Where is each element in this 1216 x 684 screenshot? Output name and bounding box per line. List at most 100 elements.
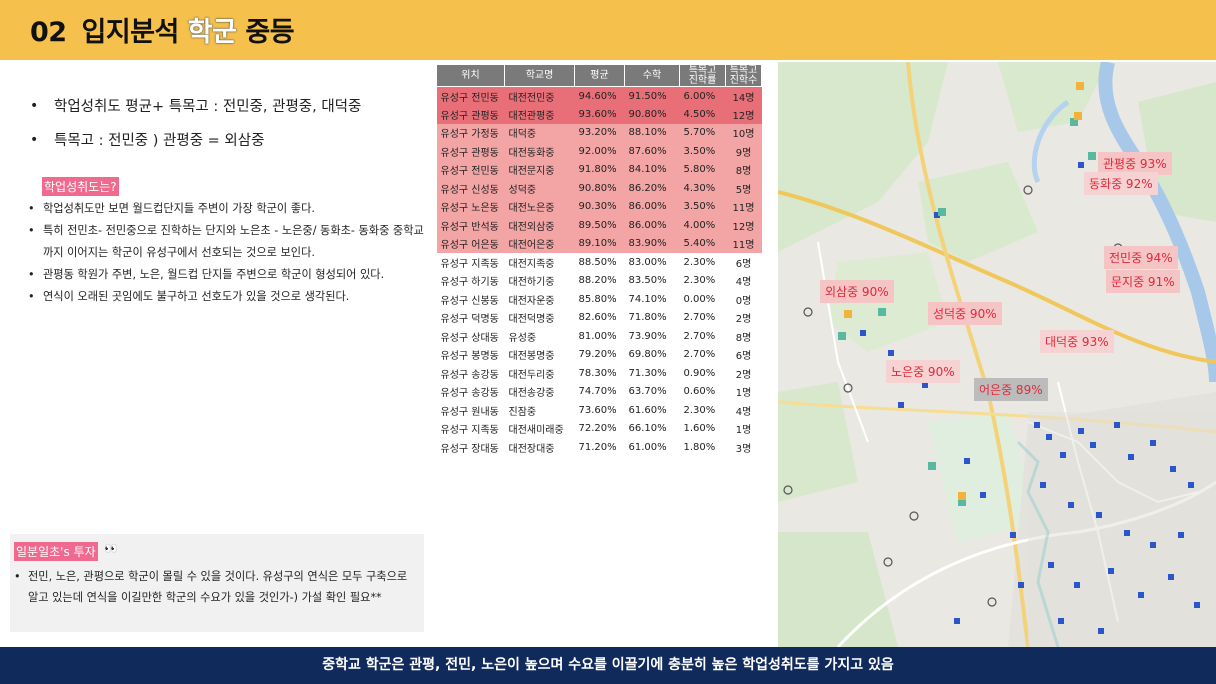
table-cell: 2명 — [735, 369, 752, 381]
table-cell: 대전외삼중 — [504, 216, 575, 235]
table-cell: 유성구 송강동 — [440, 369, 499, 381]
table-cell: 대전하기중 — [508, 277, 555, 289]
table-row: 유성구 전민동 대전문지중 91.80% 84.10% 5.80% 8명 — [436, 160, 762, 179]
table-cell: 6.00% — [679, 86, 726, 105]
table-cell: 유성구 관평동 — [436, 105, 505, 124]
table-cell: 4명 — [735, 406, 752, 418]
table-cell: 3명 — [735, 443, 752, 455]
table-cell: 2.70% — [683, 330, 716, 342]
table-row: 유성구 가정동 대덕중 93.20% 88.10% 5.70% 10명 — [436, 123, 762, 142]
table-cell: 대전문지중 — [504, 160, 575, 179]
table-cell: 대전자운중 — [508, 295, 555, 307]
table-cell: 5.40% — [679, 234, 726, 253]
table-cell: 92.00% — [574, 142, 625, 161]
table-cell: 대전덕명중 — [508, 314, 555, 326]
bullet-dot: • — [28, 224, 35, 237]
map-label-donghwa: 동화중 92% — [1084, 172, 1158, 195]
table-cell: 63.70% — [628, 386, 667, 398]
map-label-daedeok: 대덕중 93% — [1040, 330, 1114, 353]
table-cell: 진잠중 — [508, 406, 537, 418]
table-cell: 72.20% — [578, 423, 617, 435]
table-cell: 1명 — [735, 388, 752, 400]
summary-text: 학업성취도 평균+ 특목고 : 전민중, 관평중, 대덕중 — [54, 99, 362, 115]
analysis-bullet: • 특히 전민초- 전민중으로 진학하는 단지와 노은초 - 노은중/ 동화초-… — [28, 220, 433, 264]
table-body: 유성구 전민동 대전전민중 94.60% 91.50% 6.00% 14명 유성구 관평동 대… — [436, 86, 762, 457]
table-cell: 유성구 상대동 — [440, 332, 499, 344]
table-cell: 유성구 어은동 — [436, 234, 505, 253]
table-cell: 93.60% — [574, 105, 625, 124]
footer-banner: 중학교 학군은 관평, 전민, 노은이 높으며 수요를 이끌기에 충분히 높은 … — [0, 647, 1216, 684]
table-cell: 79.20% — [578, 349, 617, 361]
table-cell: 83.90% — [624, 234, 680, 253]
table-cell: 71.30% — [628, 367, 667, 379]
investment-tag: 일분일초's 투자 — [14, 542, 98, 561]
table-cell: 88.10% — [624, 123, 680, 142]
section-tag: 학업성취도는? — [42, 177, 119, 196]
table-cell: 2명 — [735, 314, 752, 326]
table-cell: 88.50% — [578, 256, 617, 268]
map-label-oesam: 외삼중 90% — [820, 280, 894, 303]
table-row: 유성구 전민동 대전전민중 94.60% 91.50% 6.00% 14명 — [436, 86, 762, 105]
analysis-bullet: • 관평동 학원가 주변, 노은, 월드컵 단지들 주변으로 학군이 형성되어 … — [28, 264, 433, 286]
table-cell: 유성구 관평동 — [436, 142, 505, 161]
bullet-dot: • — [28, 268, 35, 281]
table-row: 유성구 관평동 대전동화중 92.00% 87.60% 3.50% 9명 — [436, 142, 762, 161]
table-cell: 유성구 가정동 — [436, 123, 505, 142]
table-cell: 2.30% — [683, 404, 716, 416]
table-row: 유성구 신성동 성덕중 90.80% 86.20% 4.30% 5명 — [436, 179, 762, 198]
table-cell: 10명 — [725, 123, 762, 142]
table-cell: 유성구 송강동 — [440, 388, 499, 400]
table-cell: 86.00% — [624, 216, 680, 235]
investment-note: • 전민, 노은, 관평으로 학군이 몰릴 수 있을 것이다. 유성구의 연식은… — [14, 566, 418, 608]
map-label-noeun: 노은중 90% — [886, 360, 960, 383]
table-row: 유성구 덕명동 대전덕명중 82.60% 71.80% 2.70% 2명 — [437, 309, 762, 328]
analysis-bullet: • 학업성취도만 보면 월드컵단지들 주변이 가장 학군이 좋다. — [28, 198, 433, 220]
table-cell: 유성구 장대동 — [440, 443, 499, 455]
summary-bullet: • 특목고 : 전민중 ) 관평중 = 외삼중 — [30, 129, 430, 150]
page-title: 02 입지분석 학군 중등 — [30, 10, 295, 49]
header-bar: 02 입지분석 학군 중등 — [0, 0, 1216, 60]
table-header-cell: 특목고 진학률 — [679, 64, 726, 87]
table-cell: 5명 — [725, 179, 762, 198]
table-cell: 87.60% — [624, 142, 680, 161]
map-background — [778, 62, 1216, 647]
summary-bullet: • 학업성취도 평균+ 특목고 : 전민중, 관평중, 대덕중 — [30, 95, 430, 116]
table-row: 유성구 노은동 대전노은중 90.30% 86.00% 3.50% 11명 — [436, 197, 762, 216]
table-cell: 12명 — [725, 105, 762, 124]
table-cell: 82.60% — [578, 312, 617, 324]
table-row: 유성구 지족동 대전새미래중 72.20% 66.10% 1.60% 1명 — [437, 420, 762, 439]
table-cell: 1명 — [735, 425, 752, 437]
table-row: 유성구 반석동 대전외삼중 89.50% 86.00% 4.00% 12명 — [436, 216, 762, 235]
table-cell: 83.50% — [628, 275, 667, 287]
table-cell: 유성구 신성동 — [436, 179, 505, 198]
table-cell: 유성구 원내동 — [440, 406, 499, 418]
table-cell: 유성구 지족동 — [440, 258, 499, 270]
table-cell: 유성구 전민동 — [436, 160, 505, 179]
table-cell: 5.70% — [679, 123, 726, 142]
table-header-cell: 위치 — [436, 64, 505, 87]
table-cell: 유성구 전민동 — [436, 86, 505, 105]
table-cell: 유성구 반석동 — [436, 216, 505, 235]
table-cell: 11명 — [725, 197, 762, 216]
table-cell: 2.70% — [683, 312, 716, 324]
table-cell: 71.80% — [628, 312, 667, 324]
investment-note-box: 일분일초's 투자 👀 • 전민, 노은, 관평으로 학군이 몰릴 수 있을 것… — [10, 534, 424, 632]
table-row: 유성구 원내동 진잠중 73.60% 61.60% 2.30% 4명 — [437, 401, 762, 420]
table-cell: 78.30% — [578, 367, 617, 379]
table-header-cell: 평균 — [574, 64, 625, 87]
table-cell: 대전지족중 — [508, 258, 555, 270]
table-cell: 12명 — [725, 216, 762, 235]
title-number: 02 — [30, 17, 67, 48]
eyes-icon: 👀 — [104, 542, 118, 555]
analysis-text: 특히 전민초- 전민중으로 진학하는 단지와 노은초 - 노은중/ 동화초- 동… — [43, 224, 424, 259]
table-cell: 4.30% — [679, 179, 726, 198]
table-cell: 대전전민중 — [504, 86, 575, 105]
table-row: 유성구 신봉동 대전자운중 85.80% 74.10% 0.00% 0명 — [437, 290, 762, 309]
school-map[interactable]: 관평중 93% 동화중 92% 전민중 94% 문지중 91% 외삼중 90% … — [778, 62, 1216, 647]
table-cell: 61.00% — [628, 441, 667, 453]
map-label-eoeun: 어은중 89% — [974, 378, 1048, 401]
table-cell: 대전봉명중 — [508, 351, 555, 363]
table-cell: 14명 — [725, 86, 762, 105]
table-cell: 94.60% — [574, 86, 625, 105]
table-cell: 84.10% — [624, 160, 680, 179]
